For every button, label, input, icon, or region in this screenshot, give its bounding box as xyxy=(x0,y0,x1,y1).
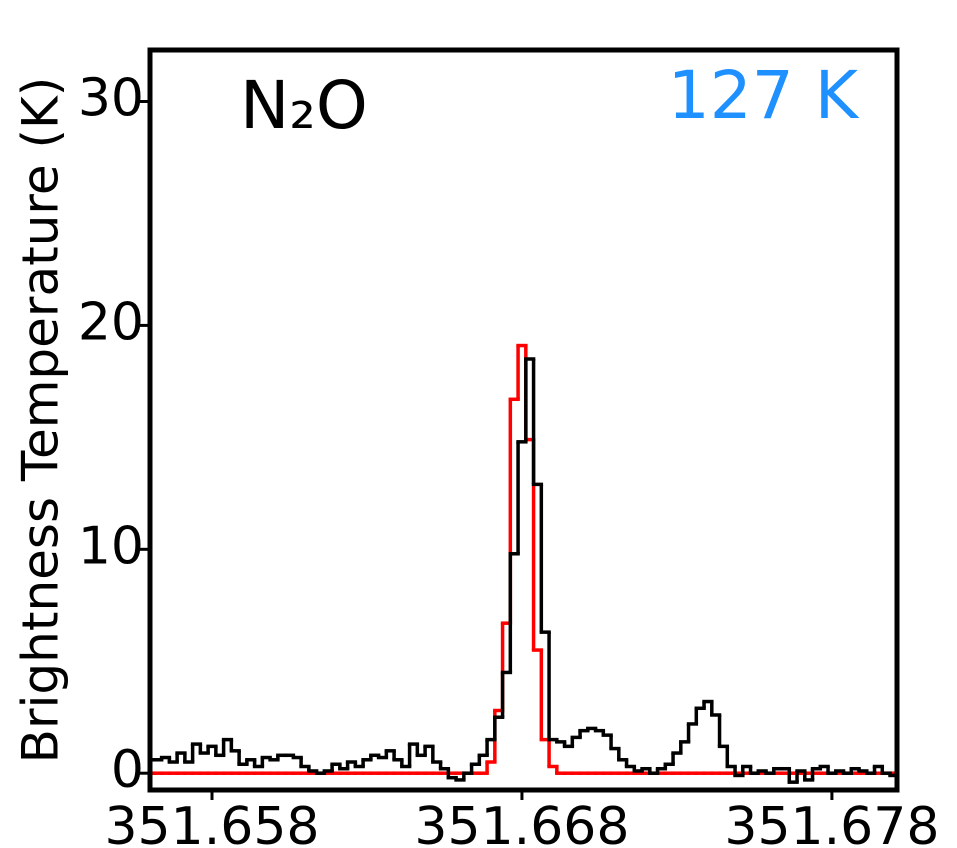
step-riser xyxy=(159,358,892,783)
x-tick-label: 351.678 xyxy=(724,797,939,848)
y-tick-label: 20 xyxy=(78,292,144,352)
molecule-label: N₂O xyxy=(240,67,368,144)
plot-frame xyxy=(147,47,900,793)
y-tick-label: 0 xyxy=(111,740,144,800)
y-axis-label: Brightness Temperature (K) xyxy=(12,77,70,764)
x-tick-label: 351.668 xyxy=(414,797,629,848)
y-tick-label: 30 xyxy=(78,68,144,128)
y-tick-label: 10 xyxy=(78,516,144,576)
temperature-label: 127 K xyxy=(668,57,860,134)
x-tick-label: 351.658 xyxy=(104,797,319,848)
step-riser xyxy=(485,345,559,774)
plot-area xyxy=(150,343,897,784)
